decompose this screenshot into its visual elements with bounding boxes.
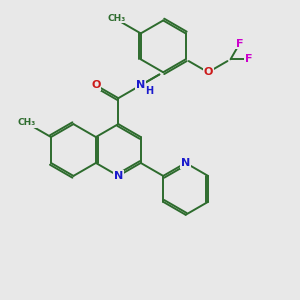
Text: F: F — [236, 39, 243, 49]
Text: CH₃: CH₃ — [18, 118, 36, 127]
Text: F: F — [245, 54, 252, 64]
Text: N: N — [114, 171, 123, 181]
Text: O: O — [91, 80, 101, 90]
Text: N: N — [181, 158, 190, 168]
Text: O: O — [203, 67, 213, 77]
Text: CH₃: CH₃ — [108, 14, 126, 22]
Text: H: H — [145, 85, 153, 95]
Text: N: N — [136, 80, 146, 90]
